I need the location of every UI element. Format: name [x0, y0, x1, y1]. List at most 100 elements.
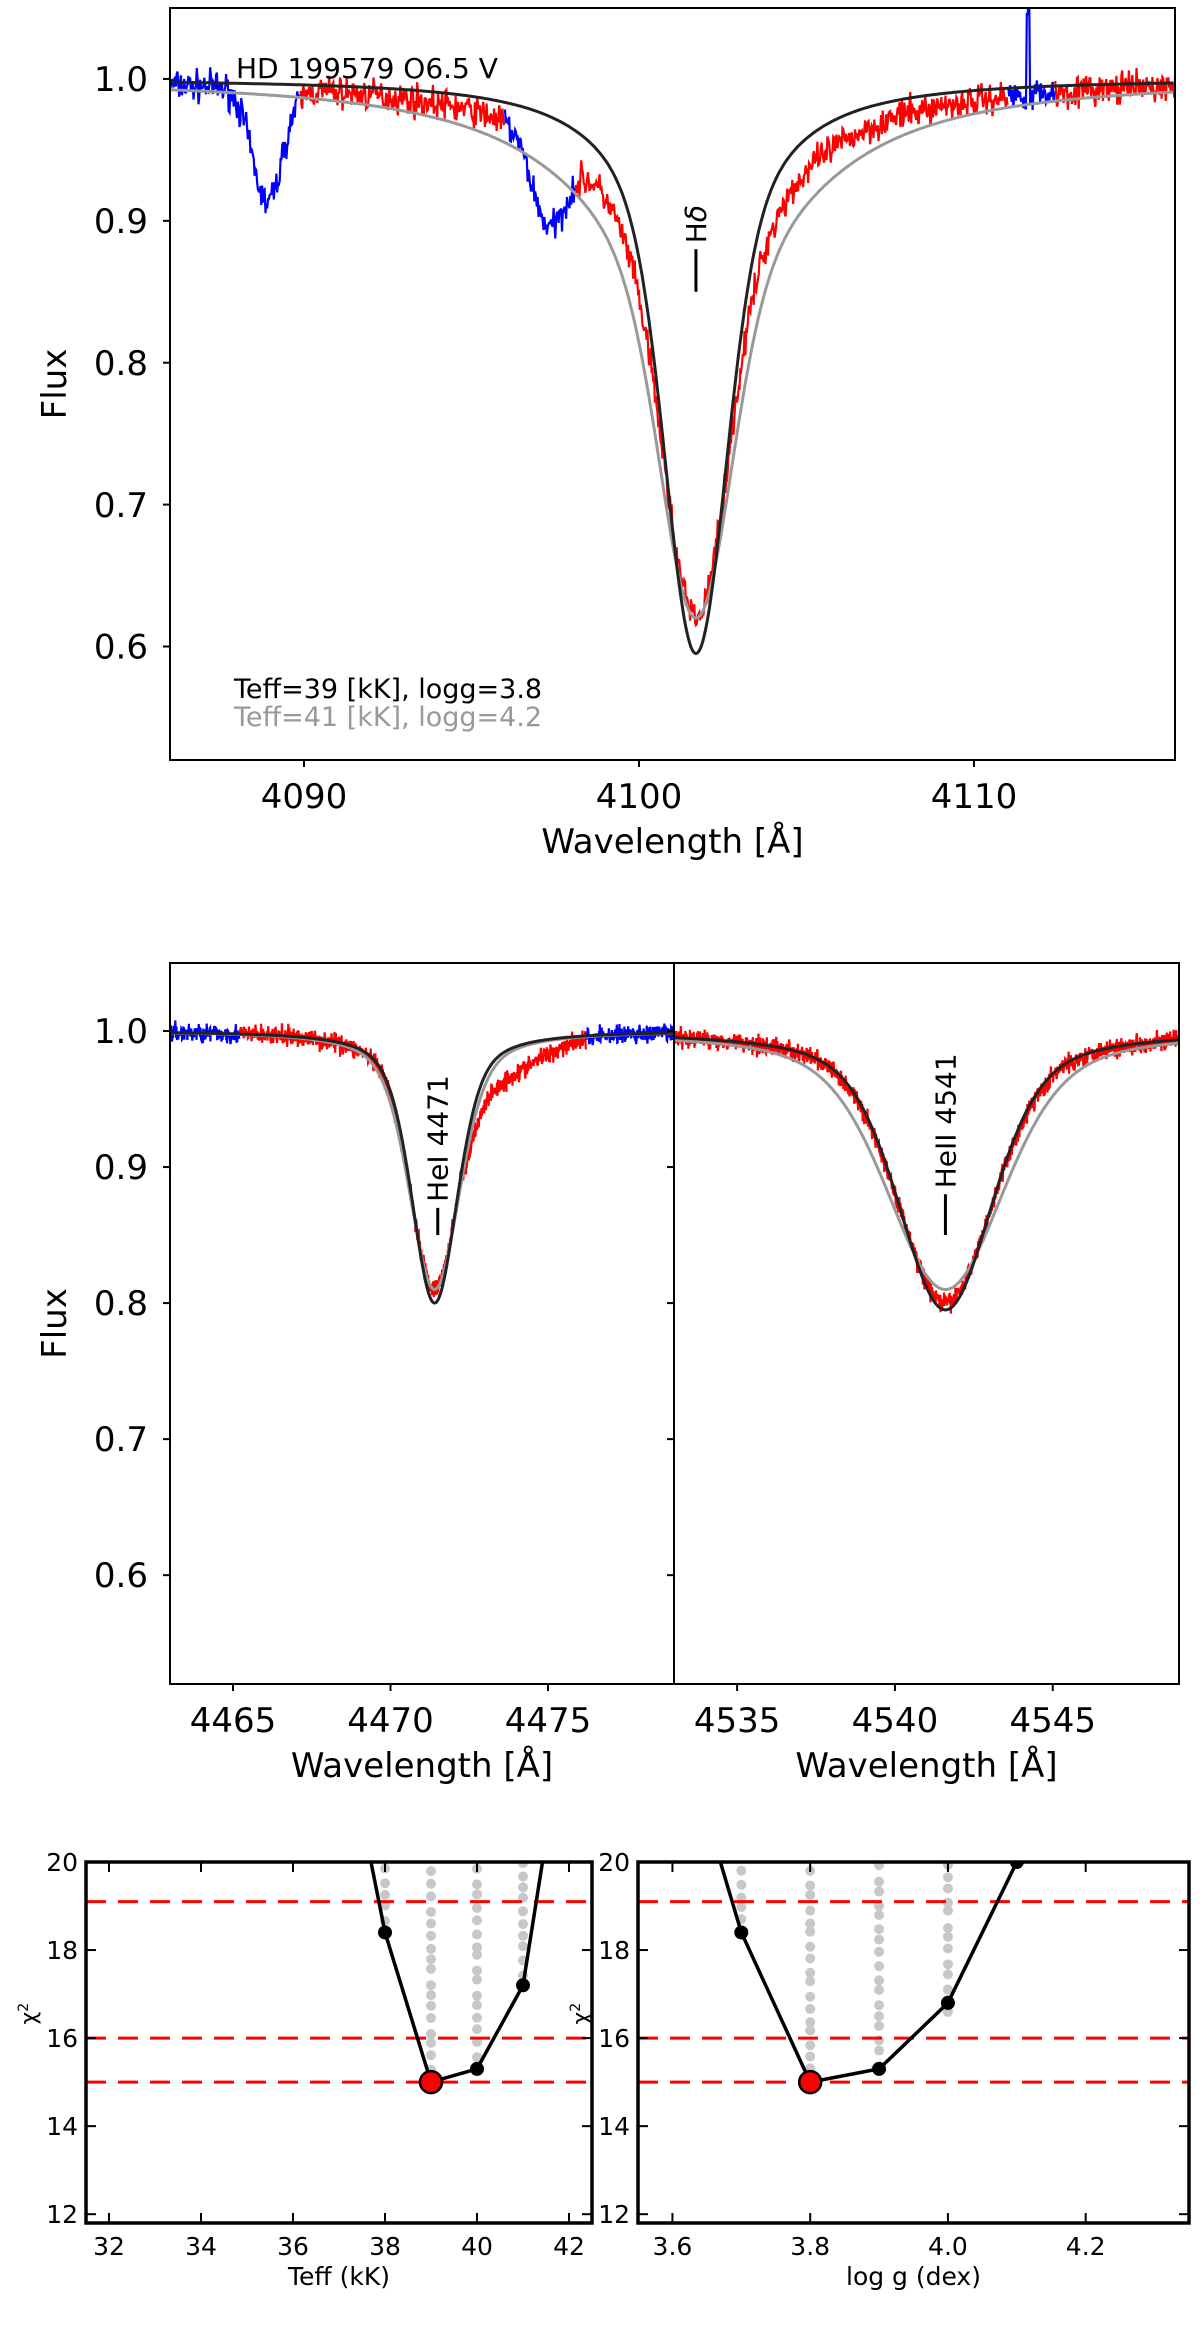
heii4541-model-black-series — [674, 1036, 1179, 1312]
chi2-logg-ytick-label: 12 — [598, 2200, 630, 2229]
chi2-logg-grid-point — [874, 1862, 885, 1871]
chi2-teff-grid-point — [426, 1891, 436, 1902]
chi2-logg-grid-point — [942, 1969, 953, 1980]
chi2-logg-grid-point — [942, 1959, 953, 1970]
hdelta-ytick-label: 0.8 — [94, 344, 148, 384]
hdelta-xtick-label: 4100 — [596, 777, 683, 817]
chi2-logg-chi2-point — [734, 1925, 749, 1940]
chi2-logg-xtick-label: 3.6 — [653, 2232, 693, 2261]
chi2-teff-grid-point — [472, 1965, 482, 1976]
hdelta-xtick-label: 4090 — [261, 777, 348, 817]
hei4471-ytick-label: 0.8 — [94, 1284, 148, 1324]
chi2-teff-chi2-curve — [369, 1862, 545, 2085]
chi2-teff-grid-point — [518, 1941, 528, 1952]
chi2-logg-grid-point — [805, 1889, 816, 1900]
chi2-teff-grid-point — [426, 1930, 436, 1941]
chi2-teff-grid-point — [472, 2012, 482, 2023]
hei4471-line-label: HeI 4471 — [422, 1075, 455, 1202]
chi2-logg-grid-point — [805, 1991, 816, 2002]
chi2-logg-grid-point — [942, 1984, 953, 1995]
hei4471-ytick-label: 1.0 — [94, 1012, 148, 1052]
chi2-teff-plot-area — [86, 1862, 592, 2095]
chi2-teff-grid-point — [472, 1915, 482, 1926]
hdelta-model-black-series — [170, 80, 1174, 656]
hdelta-plot-area — [170, 8, 1175, 656]
chi2-logg-plot-area — [638, 1862, 1189, 2095]
hdelta-axes: 4090 4100 4110 0.6 0.7 0.8 0.9 1.0 Wavelength [Å… — [94, 7, 1176, 862]
hei4471-model-black-series — [170, 1031, 674, 1305]
chi2-logg-grid-point — [805, 2051, 816, 2062]
chi2-logg-best-fit-point — [797, 2069, 823, 2095]
chi2-logg-grid-point — [736, 1902, 747, 1913]
heii4541-xtick-label: 4540 — [852, 1701, 939, 1741]
chi2-logg-grid-point — [874, 2000, 885, 2011]
chi2-teff-grid-point — [426, 1906, 436, 1917]
chi2-logg-grid-point — [874, 1934, 885, 1945]
hei4471-ytick-label: 0.7 — [94, 1420, 148, 1460]
chi2-teff-grid-point — [426, 2013, 436, 2024]
chi2-logg-xtick-label: 4.2 — [1066, 2232, 1106, 2261]
chi2-teff-ylabel: χ2 — [16, 2003, 42, 2025]
hei4471-xtick-label: 4465 — [190, 1701, 277, 1741]
chi2-logg-axes: 3.6 3.8 4.0 4.2 12 14 16 18 20 log g (dex) χ2 — [568, 1848, 1191, 2291]
chi2-logg-grid-point — [805, 2040, 816, 2051]
heii4541-plot-area — [674, 1025, 1179, 1314]
chi2-teff-grid-point — [426, 1878, 436, 1889]
hdelta-ylabel: Flux — [35, 349, 75, 420]
chi2-logg-grid-point — [805, 1953, 816, 1964]
chi2-logg-grid-point — [874, 1876, 885, 1887]
chi2-logg-grid-point — [874, 1924, 885, 1935]
chi2-teff-xtick-label: 40 — [461, 2232, 493, 2261]
chi2-logg-xtick-label: 3.8 — [790, 2232, 830, 2261]
chi2-teff-xtick-label: 38 — [369, 2232, 401, 2261]
hdelta-ytick-label: 0.6 — [94, 628, 148, 668]
chi2-teff-ytick-label: 20 — [46, 1848, 78, 1877]
chi2-logg-grid-point — [805, 1941, 816, 1952]
chi2-teff-grid-point — [518, 1906, 528, 1917]
chi2-logg-grid-point — [874, 1886, 885, 1897]
hei4471-xtick-label: 4470 — [347, 1701, 434, 1741]
hdelta-xtick-label: 4110 — [931, 777, 1018, 817]
chi2-teff-grid-point — [472, 1990, 482, 2001]
heii4541-xtick-label: 4535 — [694, 1701, 781, 1741]
chi2-teff-chi2-point — [378, 1925, 392, 1940]
hei4471-ytick-label: 0.6 — [94, 1556, 148, 1596]
chi2-logg-grid-point — [942, 1905, 953, 1916]
chi2-logg-grid-point — [942, 1883, 953, 1894]
chi2-teff-grid-point — [426, 1980, 436, 1991]
chi2-logg-chi2-curve — [718, 1862, 1021, 2085]
chi2-teff-best-fit-point — [418, 2069, 444, 2095]
chi2-teff-axes: 32 34 36 38 40 42 12 14 16 18 20 Teff (kK) χ2 — [16, 1848, 594, 2291]
chi2-logg-grid-point — [874, 1900, 885, 1911]
hdelta-frame — [169, 7, 1176, 761]
chi2-logg-xlabel: log g (dex) — [846, 2262, 981, 2291]
chi2-logg-ylabel-sup: 2 — [568, 2003, 584, 2012]
chi2-teff-grid-point — [472, 2052, 482, 2063]
chi2-teff-xlabel: Teff (kK) — [287, 2262, 390, 2291]
chi2-teff-grid-point — [518, 1871, 528, 1882]
chi2-teff-ytick-label: 16 — [46, 2024, 78, 2053]
hdelta-line-label-greek: δ — [680, 205, 713, 222]
chi2-teff-grid-point — [426, 1963, 436, 1974]
chi2-teff-grid-point — [426, 2029, 436, 2040]
chi2-teff-frame — [84, 1860, 594, 2225]
chi2-teff-ytick-label: 14 — [46, 2112, 78, 2141]
chi2-logg-grid-point — [805, 1905, 816, 1916]
hdelta-observed-blue-series — [170, 8, 1056, 239]
chi2-teff-grid-point — [472, 1903, 482, 1914]
chi2-teff-xtick-label: 34 — [185, 2232, 217, 2261]
chi2-logg-grid-point — [874, 1975, 885, 1986]
chi2-logg-grid-point — [874, 1984, 885, 1995]
chi2-logg-grid-point — [805, 1880, 816, 1891]
hei4471-xlabel: Wavelength [Å] — [291, 1745, 553, 1786]
chi2-teff-grid-point — [472, 1879, 482, 1890]
chi2-logg-grid-point — [736, 1865, 747, 1876]
chi2-logg-ytick-label: 16 — [598, 2024, 630, 2053]
chi2-teff-grid-point — [472, 2000, 482, 2011]
chi2-teff-ytick-label: 12 — [46, 2200, 78, 2229]
hei4471-plot-area — [170, 1020, 674, 1305]
heii4541-xtick-label: 4545 — [1009, 1701, 1096, 1741]
